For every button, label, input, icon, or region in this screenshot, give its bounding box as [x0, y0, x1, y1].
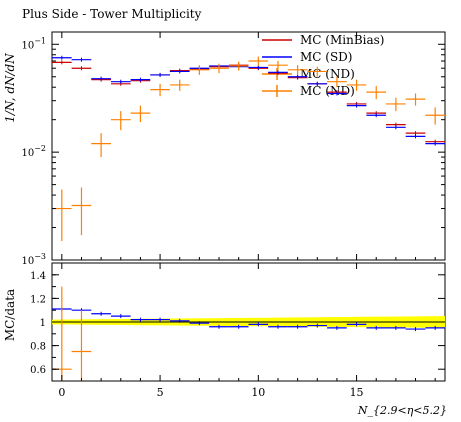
ratio-tick-label: 1.4: [30, 271, 46, 282]
main-series: [52, 55, 445, 242]
y-tick-label: 10−1: [21, 36, 46, 51]
legend-label: MC (ND): [300, 84, 355, 98]
ratio-tick-label: 0.8: [30, 342, 46, 353]
legend-label: MC (SD): [300, 50, 353, 64]
x-axis-label: N_{2.9<η<5.2}: [357, 404, 447, 417]
legend-label: MC (MinBias): [300, 33, 384, 47]
x-tick-label: 10: [251, 386, 265, 399]
ratio-tick-label: 1: [40, 318, 46, 329]
ticks: 0 5 10 15 10−1 10−2 10−3 0.6 0.8 1 1.2 1.4: [21, 32, 445, 399]
main-plot-frame: [51, 31, 446, 261]
legend-label: MC (ND): [300, 67, 355, 81]
chart-title: Plus Side - Tower Multiplicity: [22, 7, 202, 21]
legend: MC (MinBias) MC (SD) MC (ND) MC (ND): [262, 33, 384, 98]
x-tick-label: 15: [350, 386, 364, 399]
x-tick-label: 0: [58, 386, 65, 399]
ratio-series: [52, 286, 445, 381]
ratio-tick-label: 1.2: [30, 294, 46, 305]
y-tick-label: 10−3: [21, 252, 46, 267]
ratio-tick-label: 0.6: [30, 365, 46, 376]
x-tick-label: 5: [157, 386, 164, 399]
y-tick-label: 10−2: [21, 144, 46, 159]
y-axis-label: 1/N, dN/dN: [3, 53, 17, 123]
ratio-y-axis-label: MC/data: [3, 289, 17, 341]
